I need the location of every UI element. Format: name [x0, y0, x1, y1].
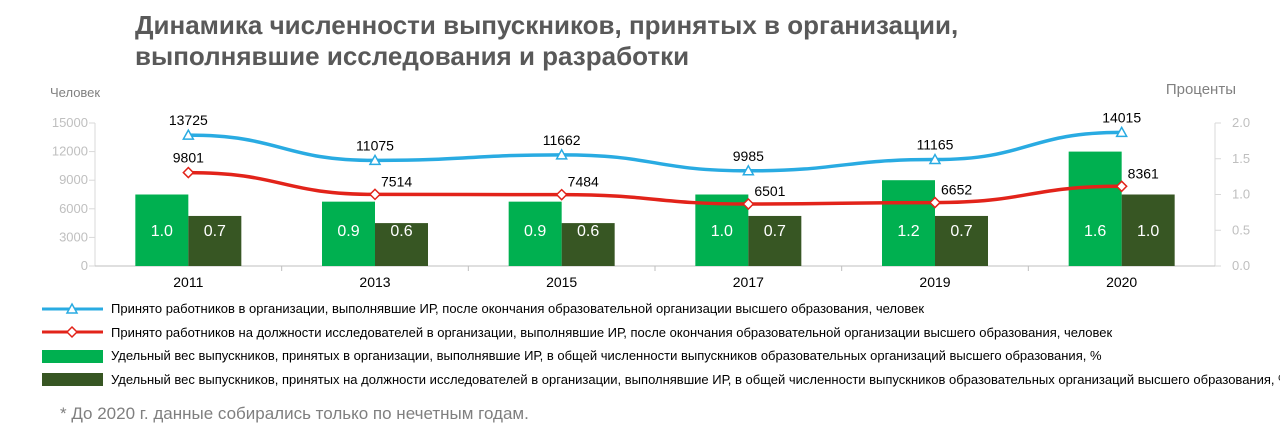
category-tick-label: 2013 — [359, 274, 390, 290]
left-axis-label: Человек — [50, 85, 100, 100]
legend: Принято работников в организации, выполн… — [40, 297, 1280, 392]
category-tick-label: 2019 — [919, 274, 950, 290]
bar-label: 0.6 — [390, 223, 412, 240]
bar-label: 1.0 — [151, 223, 173, 240]
line-data-label: 7484 — [568, 174, 599, 190]
bar-label: 0.6 — [577, 223, 599, 240]
series-line — [186, 170, 1124, 206]
left-axis-tick: 12000 — [52, 144, 88, 159]
bar — [1068, 151, 1122, 266]
line-point — [928, 196, 942, 209]
line-data-label: 13725 — [169, 112, 208, 128]
legend-marker — [42, 326, 103, 339]
bar — [135, 194, 189, 266]
line-point — [182, 128, 195, 140]
left-axis-tick: 3000 — [59, 229, 88, 244]
legend-label: Принято работников на должности исследов… — [111, 324, 1113, 340]
chart-title-line-2: выполнявшие исследования и разработки — [135, 41, 690, 71]
bar — [375, 223, 428, 266]
line-point — [182, 166, 195, 179]
line-point — [555, 148, 568, 160]
left-axis-tick: 0 — [81, 258, 88, 273]
line-point — [1115, 180, 1128, 193]
line-data-label: 9801 — [173, 150, 204, 166]
line-data-label: 11075 — [356, 137, 394, 153]
left-axis-tick: 9000 — [59, 172, 88, 187]
right-axis-tick: 1.5 — [1232, 151, 1250, 166]
category-tick-label: 2011 — [173, 274, 203, 290]
right-axis-tick: 0.5 — [1232, 222, 1250, 237]
line-data-label: 6501 — [754, 183, 785, 199]
right-axis-tick: 2.0 — [1232, 115, 1250, 130]
line-point — [368, 188, 382, 201]
line-data-label: 9985 — [733, 148, 764, 164]
chart-title: Динамика численности выпускников, принят… — [135, 10, 1135, 72]
bar — [882, 180, 935, 266]
bar — [695, 194, 749, 266]
bar — [748, 215, 802, 266]
category-tick-label: 2015 — [546, 274, 577, 290]
bar — [508, 201, 562, 266]
line-data-label: 8361 — [1128, 165, 1159, 181]
line-point — [928, 153, 942, 165]
bar-label: 1.6 — [1084, 223, 1106, 240]
line-data-label: 7514 — [381, 173, 412, 189]
legend-item: Удельный вес выпускников, принятых на до… — [40, 368, 1280, 392]
legend-item: Удельный вес выпускников, принятых в орг… — [40, 344, 1270, 368]
footnote: * До 2020 г. данные собирались только по… — [60, 404, 529, 423]
legend-item: Принято работников на должности исследов… — [40, 321, 1270, 345]
combo-chart: Человек Проценты 15000 12000 9000 6000 3000 0 2.… — [50, 81, 1250, 290]
bar-label: 0.9 — [337, 223, 359, 240]
category-tick-label: 2020 — [1106, 274, 1137, 290]
bar-label: 0.7 — [764, 223, 786, 240]
right-axis-tick: 0.0 — [1232, 258, 1250, 273]
legend-item: Принято работников в организации, выполн… — [40, 297, 1270, 321]
left-axis-tick: 6000 — [59, 201, 88, 216]
bar — [935, 215, 988, 266]
bar — [322, 201, 375, 266]
right-axis-label: Проценты — [1166, 81, 1236, 98]
legend-label: Принято работников в организации, выполн… — [111, 301, 925, 317]
bar-label: 1.2 — [897, 223, 919, 240]
bar-label: 1.0 — [1137, 223, 1159, 240]
line-point — [368, 153, 382, 166]
line-point — [555, 188, 568, 201]
bar-label: 0.7 — [950, 223, 972, 240]
bar-label: 0.7 — [204, 223, 226, 240]
line-point — [742, 164, 755, 176]
line-point — [1115, 125, 1128, 138]
category-tick-label: 2017 — [733, 274, 764, 290]
chart-title-line-1: Динамика численности выпускников, принят… — [135, 10, 959, 40]
bar — [1121, 194, 1175, 266]
line-data-label: 11662 — [543, 132, 581, 148]
left-axis-tick: 15000 — [52, 115, 88, 130]
bar-label: 0.9 — [524, 223, 546, 240]
bar — [561, 223, 615, 266]
series-line — [186, 130, 1124, 173]
bar — [188, 215, 242, 266]
legend-marker — [42, 302, 103, 314]
bar-label: 1.0 — [711, 223, 733, 240]
line-data-label: 6652 — [941, 182, 972, 198]
legend-marker — [42, 373, 103, 387]
legend-label: Удельный вес выпускников, принятых в орг… — [111, 348, 1102, 364]
line-data-label: 11165 — [917, 137, 954, 153]
right-axis-tick: 1.0 — [1232, 187, 1250, 202]
legend-label: Удельный вес выпускников, принятых на до… — [111, 371, 1280, 387]
line-data-label: 14015 — [1102, 109, 1141, 125]
line-point — [742, 197, 755, 211]
legend-marker — [42, 349, 103, 363]
